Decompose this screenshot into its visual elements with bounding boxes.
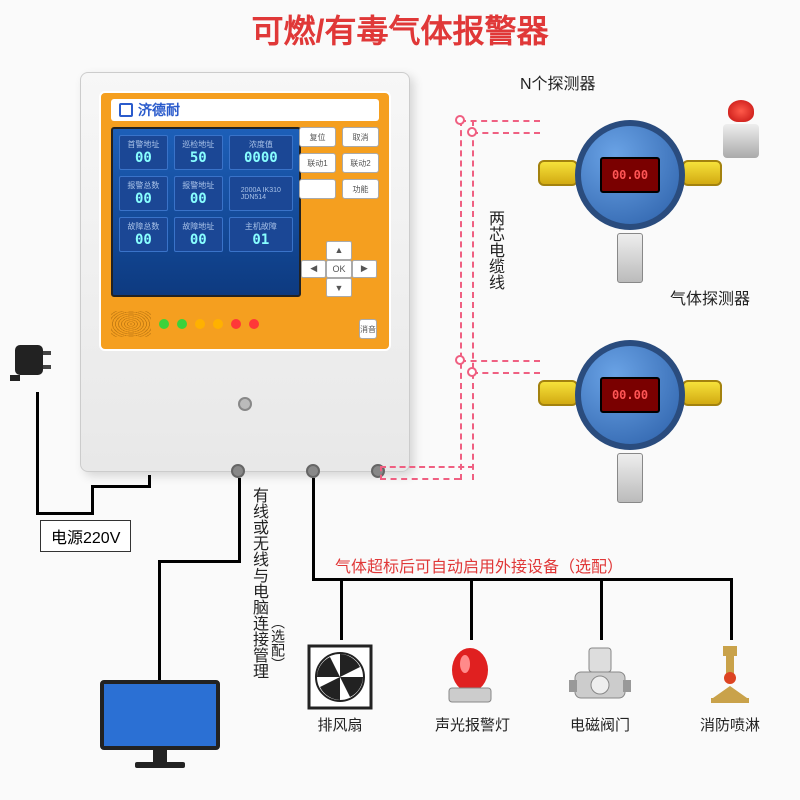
detector-label: 气体探测器 [670, 285, 750, 309]
valve-icon [565, 642, 635, 712]
fan-icon [305, 642, 375, 712]
cable-node-icon [467, 127, 477, 137]
key-link1[interactable]: 联动1 [299, 153, 336, 173]
alarm-light-icon [435, 642, 505, 712]
port-icon [231, 464, 245, 478]
device-valve: 电磁阀门 [565, 642, 635, 735]
led-icon [195, 319, 205, 329]
device-label: 消防喷淋 [695, 714, 765, 735]
arrow-left-icon[interactable]: ◀ [301, 260, 326, 279]
arrow-pad: ▲ ◀ OK ▶ ▼ [301, 241, 377, 297]
power-wire [148, 475, 151, 488]
power-wire [91, 485, 94, 515]
auto-note: 气体超标后可自动启用外接设备（选配） [335, 553, 623, 577]
arrow-down-icon[interactable]: ▼ [326, 278, 351, 297]
detector-reading: 00.00 [600, 377, 660, 413]
ext-wire [312, 478, 315, 578]
power-label: 电源220V [40, 520, 131, 552]
ext-wire [730, 578, 733, 640]
device-sprinkler: 消防喷淋 [695, 642, 765, 735]
power-wire [91, 485, 151, 488]
pc-wire [238, 478, 241, 560]
detector-count-label: N个探测器 [520, 70, 596, 94]
key-func[interactable]: 功能 [342, 179, 379, 199]
power-plug-icon [10, 335, 70, 395]
detector-reading: 00.00 [600, 157, 660, 193]
control-panel: 济德耐 首警地址00 巡检地址50 浓度值0000 报警总数00 报警地址00 … [80, 72, 410, 472]
pc-wire [158, 560, 161, 680]
arrow-right-icon[interactable]: ▶ [352, 260, 377, 279]
status-leds [111, 309, 379, 339]
led-icon [231, 319, 241, 329]
cable-node-icon [455, 355, 465, 365]
page-title: 可燃/有毒气体报警器 [0, 6, 800, 52]
cable-dash [380, 466, 382, 480]
led-icon [249, 319, 259, 329]
sprinkler-icon [695, 642, 765, 712]
ext-wire [470, 578, 473, 640]
key-link2[interactable]: 联动2 [342, 153, 379, 173]
power-wire [36, 392, 39, 512]
cable-dash [472, 120, 474, 480]
ext-wire [340, 578, 343, 640]
cable-dash [472, 372, 540, 374]
port-icon [306, 464, 320, 478]
cable-node-icon [455, 115, 465, 125]
cable-node-icon [467, 367, 477, 377]
power-wire [36, 512, 91, 515]
lcd-screen: 首警地址00 巡检地址50 浓度值0000 报警总数00 报警地址00 2000… [111, 127, 301, 297]
cable-dash [472, 132, 540, 134]
led-icon [177, 319, 187, 329]
device-alarm: 声光报警灯 [435, 642, 510, 735]
ext-wire [600, 578, 603, 640]
led-icon [213, 319, 223, 329]
pc-link-label: 有线或无线与电脑连接管理 [246, 487, 270, 679]
pc-wire [158, 560, 241, 563]
brand-logo: 济德耐 [111, 99, 379, 121]
cable-dash [460, 120, 462, 480]
keypad: 复位 取消 联动1 联动2 功能 [299, 127, 379, 199]
cable-label: 两芯电缆线 [482, 210, 506, 290]
device-fan: 排风扇 [305, 642, 375, 735]
panel-face: 济德耐 首警地址00 巡检地址50 浓度值0000 报警总数00 报警地址00 … [99, 91, 391, 351]
led-icon [159, 319, 169, 329]
lock-icon [238, 397, 252, 411]
cable-dash [460, 120, 540, 122]
device-label: 电磁阀门 [565, 714, 635, 735]
device-label: 声光报警灯 [435, 714, 510, 735]
speaker-icon [111, 311, 151, 337]
optional-label: （选配） [268, 615, 288, 671]
cable-dash [380, 478, 460, 480]
arrow-up-icon[interactable]: ▲ [326, 241, 351, 260]
arrow-ok[interactable]: OK [326, 260, 351, 279]
cable-dash [460, 360, 540, 362]
monitor-icon [100, 680, 220, 775]
device-label: 排风扇 [305, 714, 375, 735]
ext-wire [312, 578, 732, 581]
cable-dash [380, 466, 474, 468]
key-blank[interactable] [299, 179, 336, 199]
key-reset[interactable]: 复位 [299, 127, 336, 147]
gas-detector: 00.00 [560, 325, 700, 465]
gas-detector: 00.00 [560, 105, 700, 245]
key-cancel[interactable]: 取消 [342, 127, 379, 147]
beacon-icon [720, 100, 762, 160]
